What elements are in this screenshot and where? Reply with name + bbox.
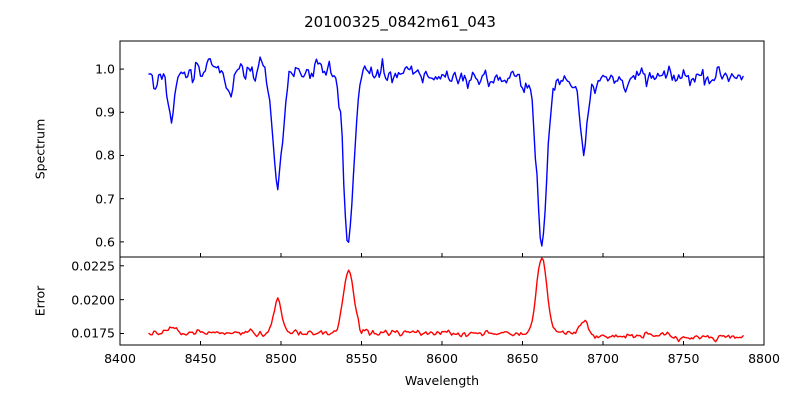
xtick-3: 8550: [345, 351, 378, 366]
xtick-0: 8400: [104, 351, 136, 366]
page-title: 20100325_0842m61_043: [304, 13, 496, 31]
spectrum-ytick-2: 0.8: [95, 147, 115, 163]
xtick-7: 8750: [667, 351, 700, 366]
error-ytick-0: 0.0225: [71, 258, 115, 274]
error-line: [148, 257, 744, 343]
spectrum-ytick-4: 0.6: [95, 234, 115, 250]
xtick-6: 8700: [587, 351, 619, 366]
error-ytick-2: 0.0175: [71, 325, 115, 341]
spectrum-ytick-0: 1.0: [95, 61, 115, 77]
xtick-1: 8450: [184, 351, 217, 366]
wavelength-axis-label: Wavelength: [404, 373, 480, 388]
error-ytick-1: 0.0200: [71, 292, 115, 308]
axes-frames: [119, 40, 765, 346]
xtick-2: 8500: [265, 351, 297, 366]
spectrum-line: [148, 56, 744, 247]
xtick-8: 8800: [748, 351, 780, 366]
xtick-5: 8650: [506, 351, 539, 366]
error-axis-label: Error: [32, 285, 48, 317]
xtick-4: 8600: [426, 351, 458, 366]
spectrum-axis-label: Spectrum: [32, 118, 48, 180]
axis-ticks: [119, 68, 765, 345]
spectrum-ytick-3: 0.7: [95, 191, 115, 207]
spectrum-ytick-1: 0.9: [95, 104, 115, 120]
